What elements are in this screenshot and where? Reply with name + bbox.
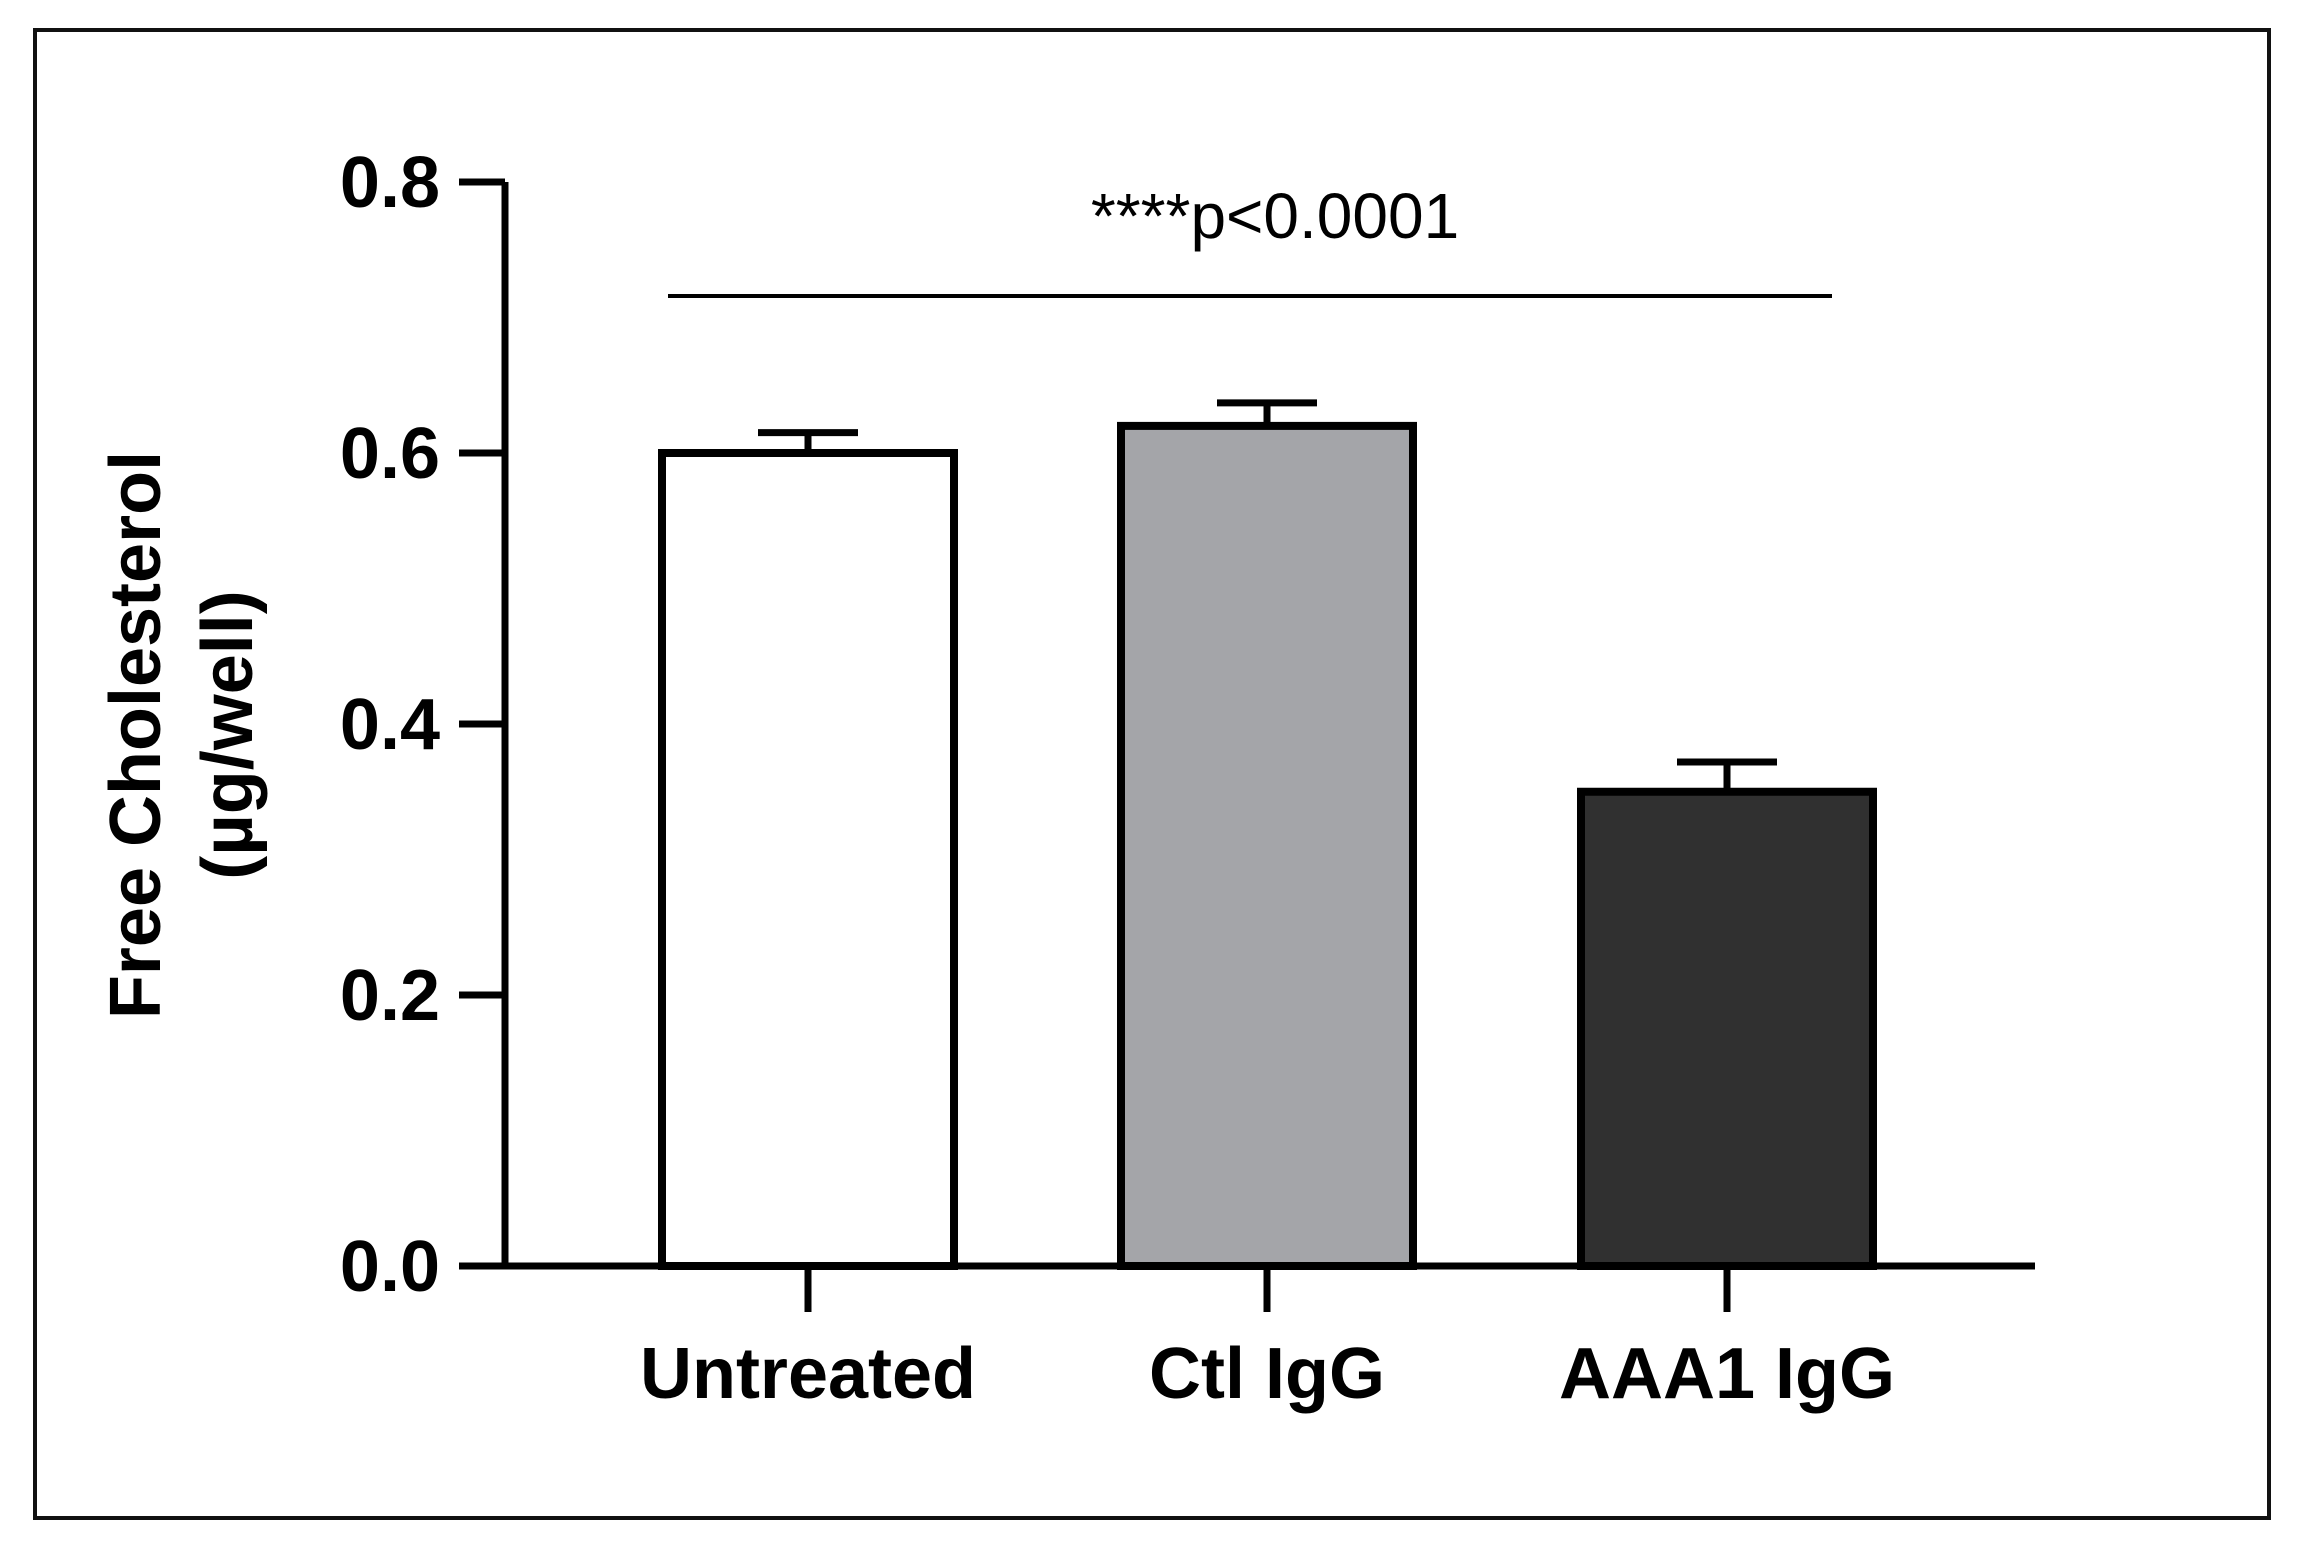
- y-axis-title-line1: Free Cholesterol: [96, 451, 176, 1019]
- significance-annotation: ****p<0.0001: [1091, 180, 1459, 252]
- x-tick-label: Ctl IgG: [1149, 1334, 1385, 1414]
- y-axis-title-line2: (µg/well): [188, 590, 268, 879]
- y-tick-label: 0.6: [340, 414, 440, 494]
- y-tick-label: 0.8: [340, 143, 440, 223]
- x-tick-label: Untreated: [640, 1334, 976, 1414]
- y-tick-label: 0.4: [340, 685, 440, 765]
- bar-aaa1-igg: [1577, 787, 1877, 1270]
- y-tick-label: 0.2: [340, 956, 440, 1036]
- y-tick-label: 0.0: [340, 1227, 440, 1307]
- y-axis-title: Free Cholesterol (µg/well): [96, 451, 268, 1019]
- x-tick-label: AAA1 IgG: [1559, 1334, 1895, 1414]
- bar-ctl-igg: [1117, 421, 1417, 1270]
- bar-untreated: [658, 449, 958, 1270]
